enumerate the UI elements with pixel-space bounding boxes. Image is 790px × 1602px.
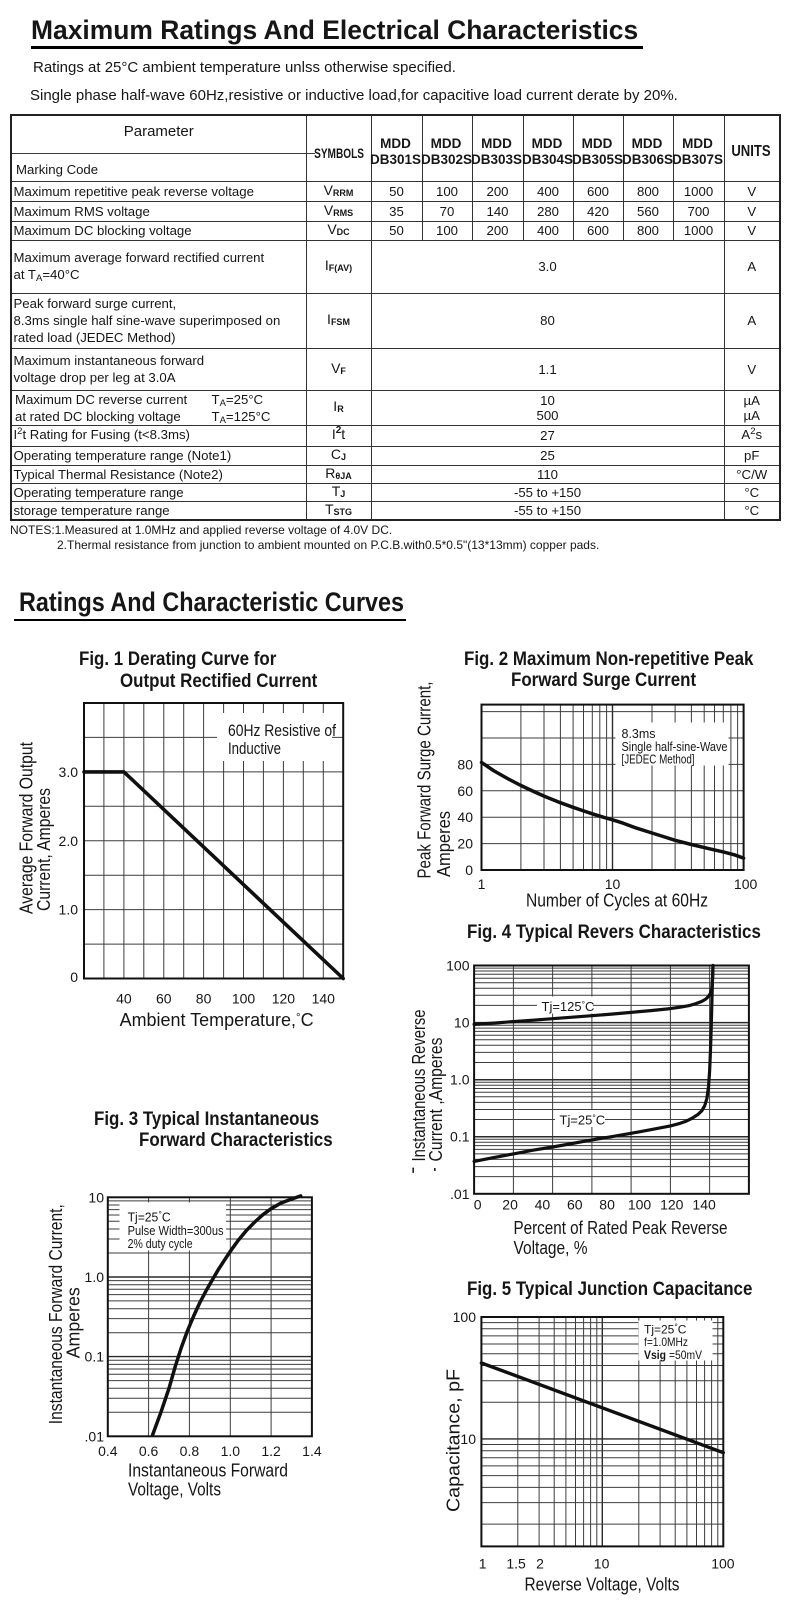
svg-text:Tj=25°C: Tj=25°C	[128, 1209, 171, 1224]
svg-text:Instantaneous Forward: Instantaneous Forward	[128, 1461, 288, 1481]
svg-text:80: 80	[196, 991, 212, 1007]
svg-text:2.0: 2.0	[59, 833, 79, 849]
svg-text:60: 60	[457, 783, 473, 799]
svg-text:1.0: 1.0	[221, 1443, 241, 1459]
svg-text:Tj=25°C: Tj=25°C	[560, 1113, 606, 1128]
svg-text:140: 140	[312, 991, 336, 1007]
svg-text:Current, Amperes: Current, Amperes	[34, 788, 54, 911]
svg-text:20: 20	[502, 1197, 518, 1213]
svg-text:80: 80	[457, 756, 473, 772]
svg-text:0: 0	[465, 862, 473, 878]
svg-text:Percent of Rated Peak Reverse: Percent of Rated Peak Reverse	[514, 1218, 728, 1238]
svg-text:10: 10	[460, 1431, 476, 1447]
svg-text:0.8: 0.8	[180, 1443, 200, 1459]
svg-text:40: 40	[116, 991, 132, 1007]
svg-text:Voltage, %: Voltage, %	[514, 1238, 588, 1258]
svg-text:120: 120	[660, 1197, 684, 1213]
svg-text:2: 2	[536, 1556, 544, 1572]
svg-text:0: 0	[70, 969, 78, 985]
svg-text:10: 10	[605, 876, 621, 892]
svg-text:1: 1	[479, 1556, 487, 1572]
svg-text:Ambient Temperature,°C: Ambient Temperature,°C	[120, 1010, 314, 1030]
svg-text:0.4: 0.4	[98, 1443, 118, 1459]
svg-text:Current ,Amperes: Current ,Amperes	[426, 1038, 446, 1162]
svg-text:100: 100	[628, 1197, 652, 1213]
svg-text:60: 60	[156, 991, 172, 1007]
svg-text:[JEDEC Method]: [JEDEC Method]	[622, 753, 695, 767]
svg-text:.01: .01	[450, 1186, 470, 1202]
svg-text:1.4: 1.4	[302, 1443, 322, 1459]
svg-text:Peak Forward Surge Current,: Peak Forward Surge Current,	[415, 682, 435, 879]
svg-text:Inductive: Inductive	[228, 739, 281, 758]
svg-text:10: 10	[594, 1556, 610, 1572]
svg-text:80: 80	[599, 1197, 615, 1213]
svg-text:1.0: 1.0	[85, 1269, 105, 1285]
svg-text:3.0: 3.0	[59, 764, 79, 780]
svg-text:Number of Cycles at 60Hz: Number of Cycles at 60Hz	[526, 891, 708, 911]
svg-text:100: 100	[711, 1556, 735, 1572]
svg-text:120: 120	[272, 991, 296, 1007]
svg-text:1.0: 1.0	[59, 902, 79, 918]
svg-text:1.2: 1.2	[261, 1443, 281, 1459]
svg-text:1.0: 1.0	[450, 1072, 470, 1088]
svg-text:1: 1	[478, 876, 486, 892]
svg-text:Reverse Voltage, Volts: Reverse Voltage, Volts	[525, 1575, 680, 1595]
svg-text:Instantaneous Reverse: Instantaneous Reverse	[409, 1010, 429, 1162]
svg-text:Capacitance, pF: Capacitance, pF	[444, 1369, 464, 1512]
svg-text:0.1: 0.1	[85, 1349, 105, 1365]
svg-text:Pulse Width=300us: Pulse Width=300us	[128, 1224, 224, 1238]
svg-text:100: 100	[232, 991, 256, 1007]
svg-text:100: 100	[446, 958, 470, 974]
svg-text:Vsig: Vsig	[644, 1348, 666, 1362]
svg-text:20: 20	[457, 836, 473, 852]
svg-text:.01: .01	[85, 1428, 105, 1444]
svg-text:1.5: 1.5	[506, 1556, 526, 1572]
svg-text:2% duty cycle: 2% duty cycle	[128, 1237, 193, 1251]
svg-text:0.1: 0.1	[450, 1129, 470, 1145]
svg-text:Instantaneous Forward Current,: Instantaneous Forward Current,	[46, 1204, 66, 1424]
svg-text:10: 10	[88, 1189, 104, 1205]
svg-text:100: 100	[734, 876, 758, 892]
svg-text:0.6: 0.6	[139, 1443, 159, 1459]
svg-text:60Hz Resistive of: 60Hz Resistive of	[228, 721, 336, 740]
svg-text:Single half-sine-Wave: Single half-sine-Wave	[622, 740, 728, 754]
svg-text:0: 0	[474, 1197, 482, 1213]
svg-text:60: 60	[567, 1197, 583, 1213]
svg-text:40: 40	[457, 809, 473, 825]
svg-text:Amperes: Amperes	[64, 1287, 84, 1358]
svg-text:f=1.0MHz: f=1.0MHz	[644, 1335, 688, 1349]
svg-text:Tj=125°C: Tj=125°C	[542, 999, 595, 1014]
svg-text:40: 40	[535, 1197, 551, 1213]
svg-text:=50mV: =50mV	[669, 1348, 702, 1362]
svg-text:Average Forward Output: Average Forward Output	[17, 742, 37, 914]
svg-text:100: 100	[453, 1309, 477, 1325]
svg-text:Amperes: Amperes	[434, 811, 454, 877]
svg-text:8.3ms: 8.3ms	[622, 727, 656, 741]
svg-text:140: 140	[692, 1197, 716, 1213]
svg-text:Voltage, Volts: Voltage, Volts	[128, 1480, 221, 1500]
svg-text:10: 10	[454, 1015, 470, 1031]
